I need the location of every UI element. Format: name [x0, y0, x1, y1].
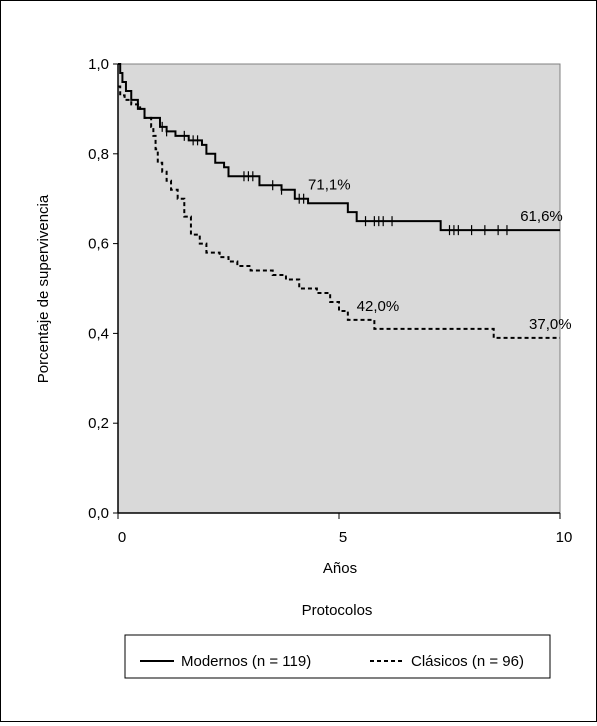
- y-tick-label: 1,0: [88, 56, 109, 73]
- legend: Modernos (n = 119) Clásicos (n = 96): [124, 634, 551, 679]
- plot-area: [117, 63, 561, 514]
- series-line-clasicos: [118, 85, 560, 339]
- y-axis-label: Porcentaje de supervivencia: [35, 194, 52, 383]
- legend-box: [124, 634, 551, 679]
- y-tick-label: 0,0: [88, 505, 109, 522]
- y-tick-label: 0,8: [88, 146, 109, 163]
- survival-annotation: 71,1%: [308, 177, 351, 194]
- y-tick-label: 0,6: [88, 236, 109, 253]
- survival-annotation: 37,0%: [529, 316, 572, 333]
- survival-annotation: 42,0%: [357, 298, 400, 315]
- survival-annotation: 61,6%: [520, 208, 563, 225]
- x-tick-label: 0: [118, 529, 126, 546]
- annotations: 71,1% 61,6% 42,0% 37,0%: [308, 177, 572, 333]
- series-line-modernos: [118, 63, 560, 232]
- legend-label-clasicos: Clásicos (n = 96): [411, 653, 524, 670]
- series-layer: [118, 63, 560, 339]
- y-tick-label: 0,4: [88, 325, 109, 342]
- x-tick-label: 10: [556, 529, 573, 546]
- legend-label-modernos: Modernos (n = 119): [181, 653, 311, 670]
- legend-title: Protocolos: [302, 602, 373, 619]
- y-tick-label: 0,2: [88, 415, 109, 432]
- x-axis-label: Años: [323, 560, 357, 577]
- x-tick-label: 5: [339, 529, 347, 546]
- axes: 0,0 0,2 0,4 0,6 0,8 1,0 0 5 10: [88, 56, 572, 546]
